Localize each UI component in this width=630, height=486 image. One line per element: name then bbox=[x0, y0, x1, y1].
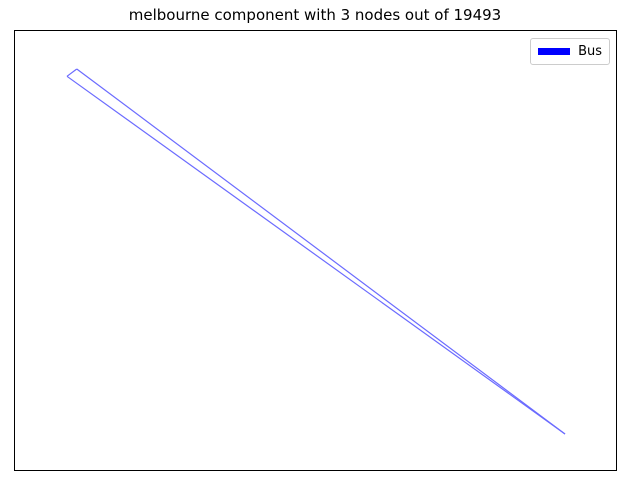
legend-label-bus: Bus bbox=[578, 44, 602, 59]
legend: Bus bbox=[530, 38, 610, 65]
graph-edge-a-b bbox=[66, 68, 78, 77]
plot-area: Bus bbox=[14, 30, 617, 471]
chart-title: melbourne component with 3 nodes out of … bbox=[128, 6, 502, 24]
graph-edge-b-c bbox=[76, 68, 566, 435]
network-graph bbox=[66, 68, 566, 435]
legend-swatch-bus bbox=[538, 48, 571, 55]
graph-edge-c-a bbox=[66, 75, 566, 435]
